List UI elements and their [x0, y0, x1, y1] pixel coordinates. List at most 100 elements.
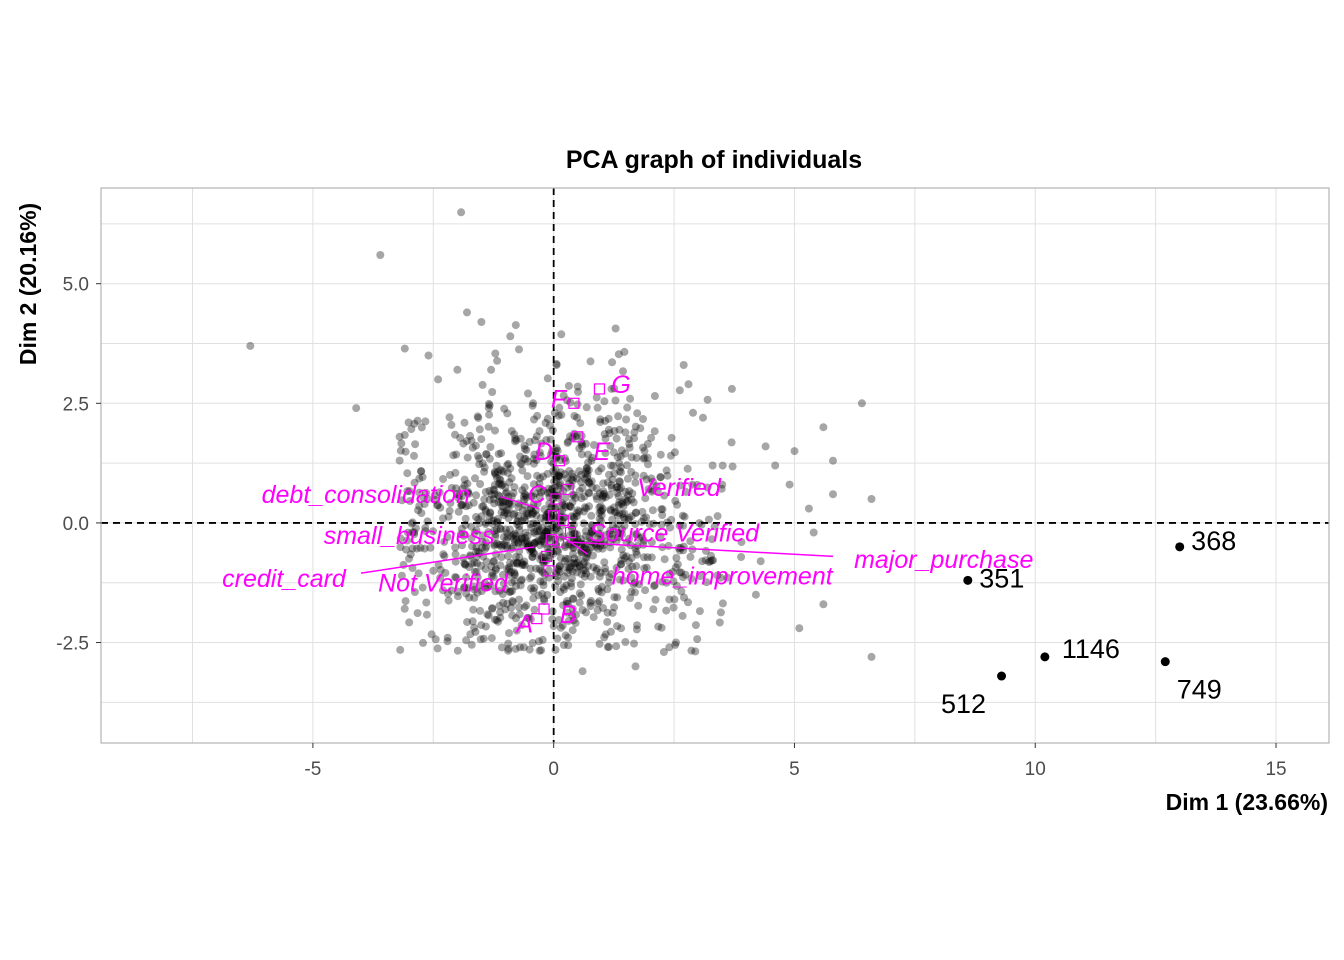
individual-point [473, 412, 482, 421]
individual-point [596, 502, 605, 511]
individual-point [610, 427, 619, 435]
individual-point [410, 530, 419, 539]
individual-point [497, 466, 506, 475]
individual-point [536, 474, 545, 483]
individual-point [457, 524, 466, 533]
individual-point [550, 409, 559, 417]
individual-point [419, 638, 427, 647]
individual-point [588, 521, 597, 530]
individual-point [616, 468, 625, 477]
individual-point [463, 618, 472, 626]
individual-point [657, 520, 666, 529]
category-point [550, 493, 562, 505]
individual-point [710, 522, 719, 531]
individual-point [505, 565, 513, 574]
individual-point [521, 533, 529, 542]
individual-point [616, 560, 625, 569]
individual-point [511, 437, 519, 446]
individual-point [419, 493, 428, 502]
individual-point [497, 508, 506, 517]
individual-point [534, 637, 543, 646]
individual-point [627, 467, 636, 476]
individual-point [634, 601, 643, 610]
individual-point [557, 410, 566, 419]
individual-point [568, 469, 576, 478]
individual-point [568, 604, 577, 613]
individual-point [538, 531, 547, 540]
individual-point [570, 412, 579, 420]
individual-point [547, 457, 556, 466]
individual-point [595, 489, 604, 498]
individual-point [521, 491, 530, 500]
individual-point [492, 616, 501, 624]
category-point [557, 514, 569, 527]
individual-point [398, 496, 406, 505]
individual-point [476, 635, 485, 644]
individual-point [480, 495, 489, 504]
individual-point [662, 466, 671, 475]
individual-point [521, 455, 530, 463]
individual-point [592, 566, 601, 575]
individual-point [499, 467, 508, 476]
individual-point [606, 526, 615, 535]
individual-point [589, 551, 597, 560]
individual-point [461, 560, 470, 569]
individual-point [639, 536, 648, 545]
individual-point [620, 515, 629, 524]
individual-point [499, 533, 508, 542]
individual-point [520, 483, 529, 492]
individual-point [403, 528, 412, 537]
individual-point [563, 474, 571, 483]
individual-point [553, 446, 562, 455]
individual-point [718, 480, 727, 489]
individual-point [559, 391, 568, 400]
individual-point [509, 489, 518, 497]
individual-point [543, 374, 552, 383]
individual-point [558, 621, 567, 630]
individual-point [563, 568, 572, 577]
individual-point [494, 491, 503, 500]
individual-point [580, 503, 589, 512]
individual-point [615, 478, 624, 487]
highlighted-individual-point [997, 671, 1007, 681]
individual-point [530, 605, 539, 614]
individual-point [473, 451, 482, 460]
individual-point [572, 509, 581, 518]
individual-point [541, 529, 550, 538]
individual-point [686, 552, 695, 561]
individual-point [538, 568, 547, 577]
individual-point [624, 564, 633, 573]
individual-point [584, 450, 593, 459]
individual-point [481, 565, 490, 574]
individual-point [410, 588, 419, 596]
individual-point [464, 487, 472, 496]
individual-point [697, 520, 706, 529]
individual-point [496, 465, 505, 474]
individual-point [608, 521, 617, 530]
individual-point [534, 591, 543, 600]
individual-point [579, 519, 588, 528]
individual-point [541, 512, 550, 521]
individual-point [454, 507, 463, 516]
individual-point [397, 571, 406, 580]
individual-point [640, 564, 649, 573]
individual-point [505, 629, 513, 638]
individual-point [619, 576, 628, 585]
individual-point [625, 439, 634, 448]
individual-point [472, 543, 481, 552]
individual-point [521, 528, 530, 537]
individual-point [473, 573, 482, 582]
individual-point [593, 403, 602, 412]
individual-point [622, 498, 631, 507]
individual-point [539, 581, 548, 590]
individual-point [577, 478, 586, 487]
individual-point [472, 491, 481, 500]
individual-point [630, 639, 638, 648]
individual-point [496, 608, 505, 617]
individual-point [671, 640, 680, 649]
individual-point [594, 587, 603, 596]
individual-point [500, 508, 509, 517]
individual-point [415, 488, 424, 497]
individual-point [564, 616, 573, 625]
